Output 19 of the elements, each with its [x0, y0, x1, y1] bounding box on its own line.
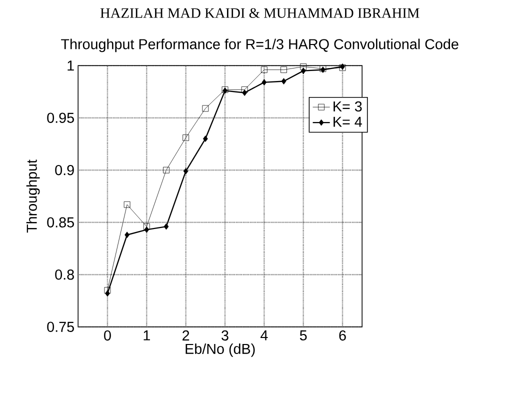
x-axis-title: Eb/No (dB): [186, 344, 255, 357]
x-tick-label: 4: [260, 330, 268, 340]
x-tick-label: 6: [339, 330, 346, 341]
y-tick-label: 0.85: [47, 217, 74, 228]
legend-label: K= 4: [334, 116, 362, 127]
chart-title: Throughput Performance for R=1/3 HARQ Convolutional Code: [61, 38, 458, 52]
x-tick-label: 5: [300, 330, 307, 340]
y-tick-label: 0.9: [55, 165, 74, 176]
y-tick-label: 0.75: [47, 322, 74, 332]
y-tick-label: 0.8: [55, 270, 74, 280]
y-tick-label: 0.95: [47, 112, 74, 124]
y-axis-title: Throughput: [26, 160, 40, 233]
x-tick-label: 0: [104, 330, 111, 341]
text: HAZILAH MAD KAIDI & MUHAMMAD IBRAHIM: [100, 8, 420, 18]
x-tick-label: 1: [144, 330, 150, 340]
legend-label: K= 3: [334, 101, 362, 112]
y-tick-label: 1: [68, 60, 74, 71]
x-tick-label: 2: [182, 330, 190, 340]
x-tick-label: 3: [222, 330, 228, 341]
